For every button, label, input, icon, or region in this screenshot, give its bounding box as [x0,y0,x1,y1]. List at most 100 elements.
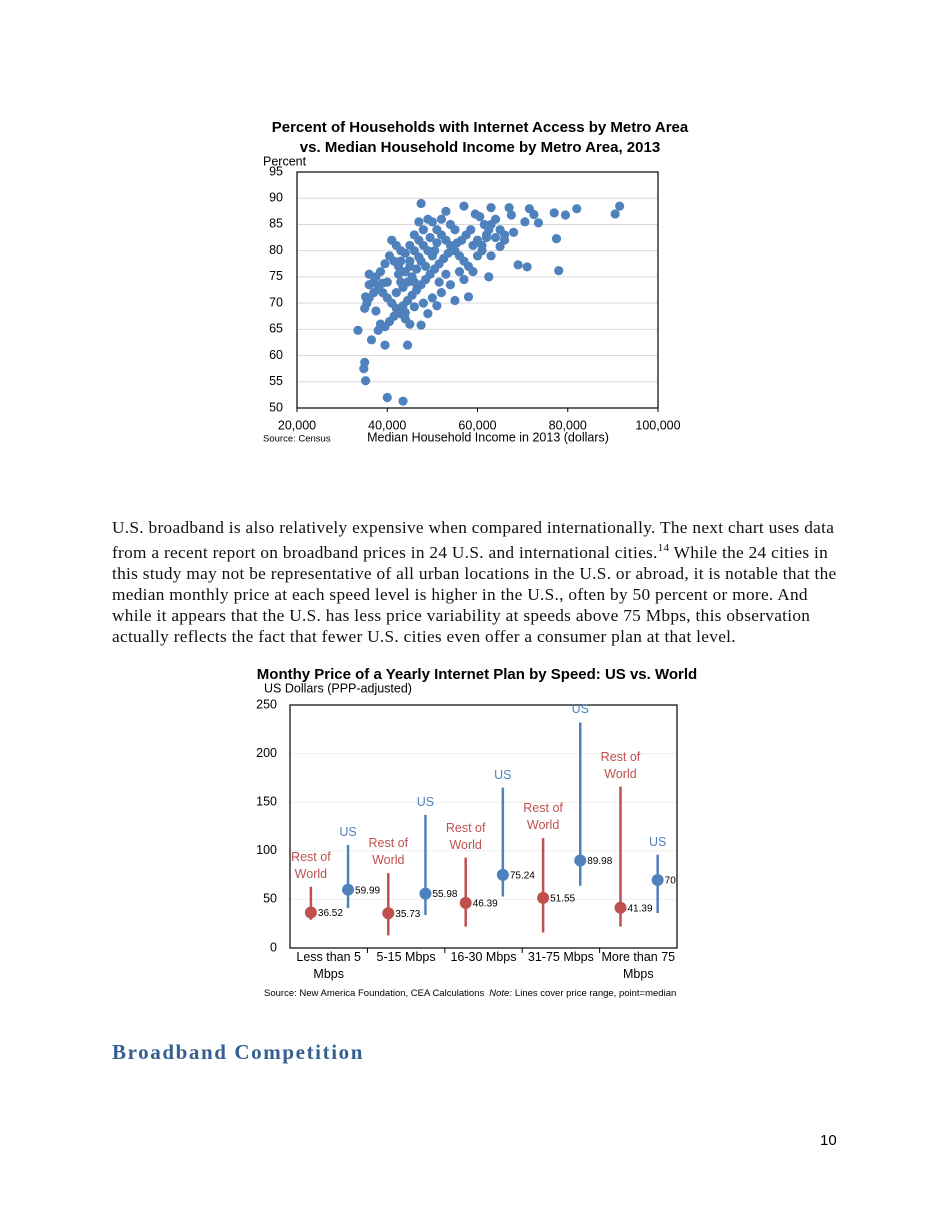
series-label: Rest of World [600,749,641,781]
point [430,246,440,256]
x-tick-label: 16-30 Mbps [450,950,517,964]
median-point [304,906,317,919]
plot-frame [296,171,659,409]
point [360,292,371,302]
series-label-box: Rest of World [523,801,563,833]
point [360,376,371,386]
point [398,282,408,292]
series-label-box: Rest of World [600,749,641,781]
series-label-box: US [339,824,357,839]
x-tick-label: 40,000 [368,418,406,432]
median-point [419,887,432,900]
section-heading: Broadband Competition [112,1040,365,1064]
point [421,261,431,271]
point [441,269,451,279]
x-axis-label: Median Household Income in 2013 (dollars… [367,430,609,444]
point [468,267,478,277]
data-label: 75.24 [510,871,535,882]
point [459,201,469,211]
x-tick-label-box: More than 75 Mbps [601,950,676,981]
data-label: 51.55 [550,894,575,905]
point [560,210,571,220]
data-label: 70 [665,876,677,887]
point [414,217,424,227]
point [393,269,404,279]
point [549,208,559,218]
data-label: 36.52 [318,908,343,919]
x-tick-label: 5-15 Mbps [376,950,436,964]
point [380,340,390,350]
y-tick-label: 50 [269,400,283,414]
point [409,230,419,240]
note-label: Note: [489,988,512,999]
point [441,206,451,216]
x-tick-label-box: 16-30 Mbps [450,950,517,964]
point [398,396,408,406]
data-label: 41.39 [627,903,652,914]
point [477,246,487,256]
point [418,298,428,308]
point [427,217,437,227]
point [450,225,460,235]
point [472,235,483,245]
page-number: 10 [820,1132,837,1149]
point [470,209,480,219]
point [382,392,392,403]
point [513,260,523,270]
x-tick-label-box: 5-15 Mbps [376,950,436,964]
point [432,238,442,248]
point [402,340,413,350]
point [371,272,381,282]
point [551,234,562,244]
point [369,288,379,298]
point [400,307,410,318]
y-tick-label: 100 [256,843,277,857]
median-point [342,883,355,896]
y-tick-label: 60 [269,348,283,362]
source: Source: Census [263,434,331,445]
x-tick-label-box: 31-75 Mbps [527,950,594,964]
median-point [537,891,550,904]
point [416,198,426,209]
source-text: Source: New America Foundation, CEA Calc… [264,988,484,999]
point [371,306,381,316]
series-label: US [648,834,667,849]
median-point [496,868,509,881]
point [409,302,419,312]
x-tick-label: 31-75 Mbps [527,950,594,964]
point [508,227,519,237]
series-label-box: Rest of World [446,821,486,852]
point [418,225,428,235]
data-label: 55.98 [432,889,457,900]
data-label: 46.39 [473,899,498,910]
point [416,320,426,330]
paragraph-text: U.S. broadband is also relatively expens… [112,518,835,563]
point [554,265,564,276]
x-tick-label: 80,000 [549,418,587,432]
x-tick-label: More than 75 Mbps [601,950,676,981]
point [434,277,444,287]
y-axis-label: US Dollars (PPP-adjusted) [264,681,412,695]
x-tick-label: Less than 5 Mbps [296,950,362,981]
x-tick-label-box: Less than 5 Mbps [296,950,362,981]
point [353,325,363,335]
series-label-box: US [494,768,511,782]
point [490,232,501,243]
point [463,292,474,302]
series-label: US [339,824,357,839]
point [572,204,582,214]
point [520,217,530,227]
point [459,274,469,285]
point [427,293,437,303]
series-label: Rest of World [523,801,563,833]
point [405,261,415,271]
point [615,201,625,211]
point [405,319,415,329]
data-label: 35.73 [395,909,420,920]
y-tick-label: 55 [269,374,283,388]
point [373,325,383,335]
point [486,203,496,213]
point [506,210,516,220]
paragraph-text: While the 24 cities in this study may no… [112,543,837,647]
